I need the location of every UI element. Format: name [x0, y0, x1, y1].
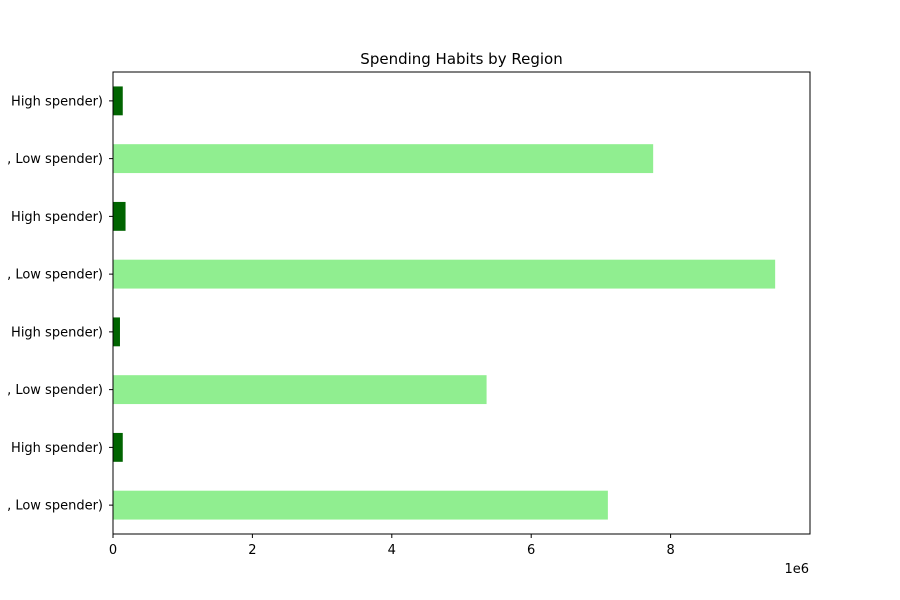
x-tick-label-0: 0 [109, 543, 117, 558]
y-tick-label-4: , Low spender) [7, 268, 103, 283]
x-tick-label-4: 8 [666, 543, 674, 558]
x-tick-label-1: 2 [248, 543, 256, 558]
bar-2 [113, 375, 487, 405]
y-tick-label-2: , Low spender) [7, 383, 103, 398]
chart-title: Spending Habits by Region [360, 50, 562, 68]
bar-5 [113, 201, 126, 231]
y-tick-label-6: , Low spender) [7, 152, 103, 167]
bar-7 [113, 86, 123, 116]
bar-6 [113, 144, 654, 174]
y-tick-label-0: , Low spender) [7, 499, 103, 514]
bar-0 [113, 490, 608, 520]
y-axis: , Low spender) High spender) , Low spende… [7, 94, 113, 514]
y-tick-label-7: High spender) [11, 94, 103, 109]
y-tick-label-5: High spender) [11, 210, 103, 225]
x-axis-offset-label: 1e6 [784, 562, 809, 577]
y-tick-label-1: High spender) [11, 441, 103, 456]
bar-4 [113, 259, 776, 289]
x-tick-label-3: 6 [527, 543, 535, 558]
y-tick-label-3: High spender) [11, 325, 103, 340]
x-axis: 0 2 4 6 8 [109, 534, 675, 558]
plot-frame [112, 71, 811, 535]
bars-group [113, 86, 776, 520]
bar-1 [113, 432, 123, 462]
bar-3 [113, 317, 120, 347]
x-tick-label-2: 4 [388, 543, 396, 558]
